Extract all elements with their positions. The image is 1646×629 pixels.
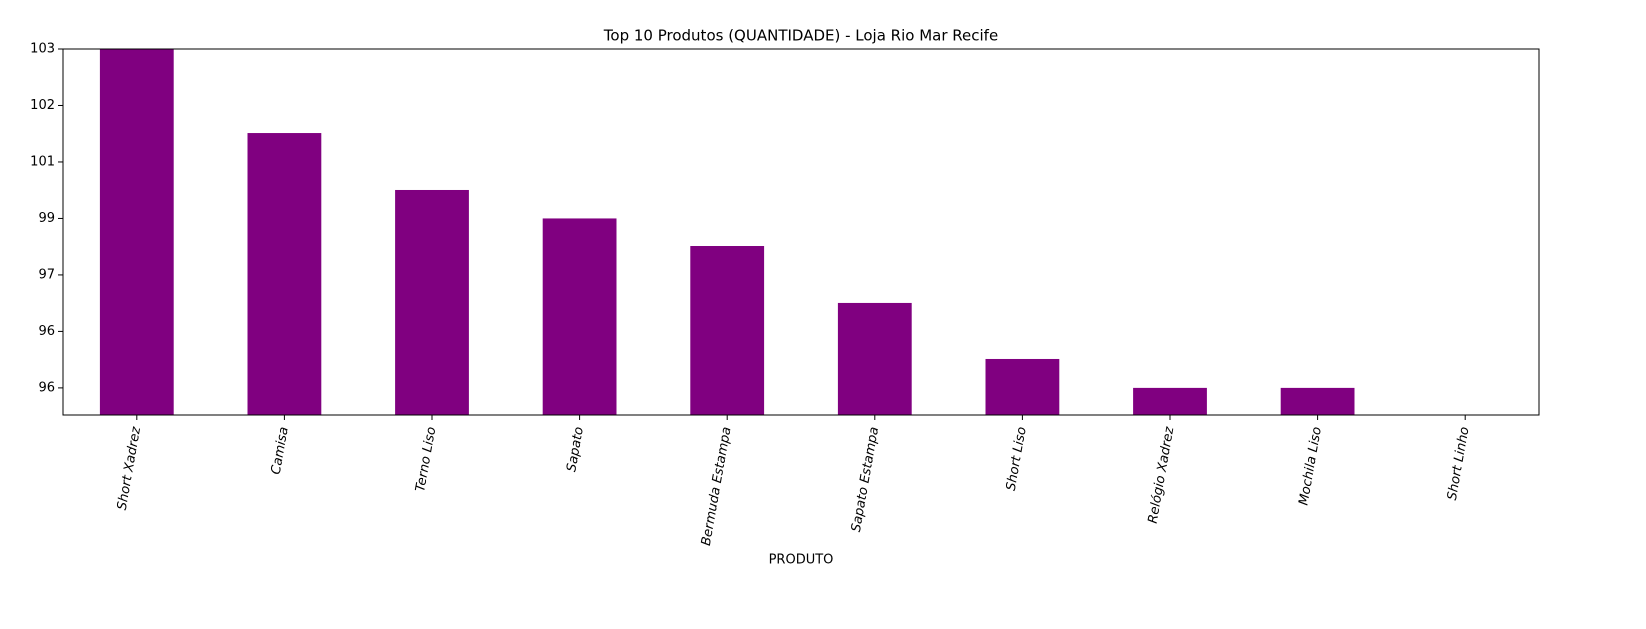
bar: [690, 246, 765, 415]
x-tick-label: Short Xadrez: [115, 425, 145, 512]
bar: [1133, 387, 1207, 415]
x-tick-label: Mochila Liso: [1296, 426, 1325, 507]
x-tick-label: Bermuda Estampa: [699, 426, 735, 547]
bar: [395, 189, 469, 415]
x-tick-label: Sapato Estampa: [849, 426, 882, 534]
bar: [99, 49, 174, 415]
y-tick-label: 96: [38, 380, 55, 395]
x-tick-label: Terno Liso: [413, 426, 439, 493]
bar: [1280, 387, 1355, 415]
x-tick-label: Camisa: [269, 426, 292, 476]
y-tick-label: 99: [38, 211, 55, 226]
x-tick-label: Relógio Xadrez: [1146, 425, 1178, 525]
bar: [985, 358, 1060, 415]
bar: [247, 133, 322, 416]
y-tick-label: 96: [38, 324, 55, 339]
plot-frame: [62, 48, 1540, 416]
bar: [837, 302, 912, 415]
bar: [542, 218, 617, 415]
y-tick-label: 103: [30, 42, 55, 57]
x-tick-label: Sapato: [564, 426, 587, 473]
y-tick-label: 97: [38, 267, 55, 282]
y-tick-label: 101: [30, 154, 55, 169]
y-tick-label: 102: [30, 98, 55, 113]
chart-title: Top 10 Produtos (QUANTIDADE) - Loja Rio …: [603, 27, 998, 45]
x-tick-label: Short Liso: [1004, 426, 1030, 492]
x-tick-label: Short Linho: [1445, 426, 1473, 502]
x-axis-label: PRODUTO: [769, 553, 834, 568]
